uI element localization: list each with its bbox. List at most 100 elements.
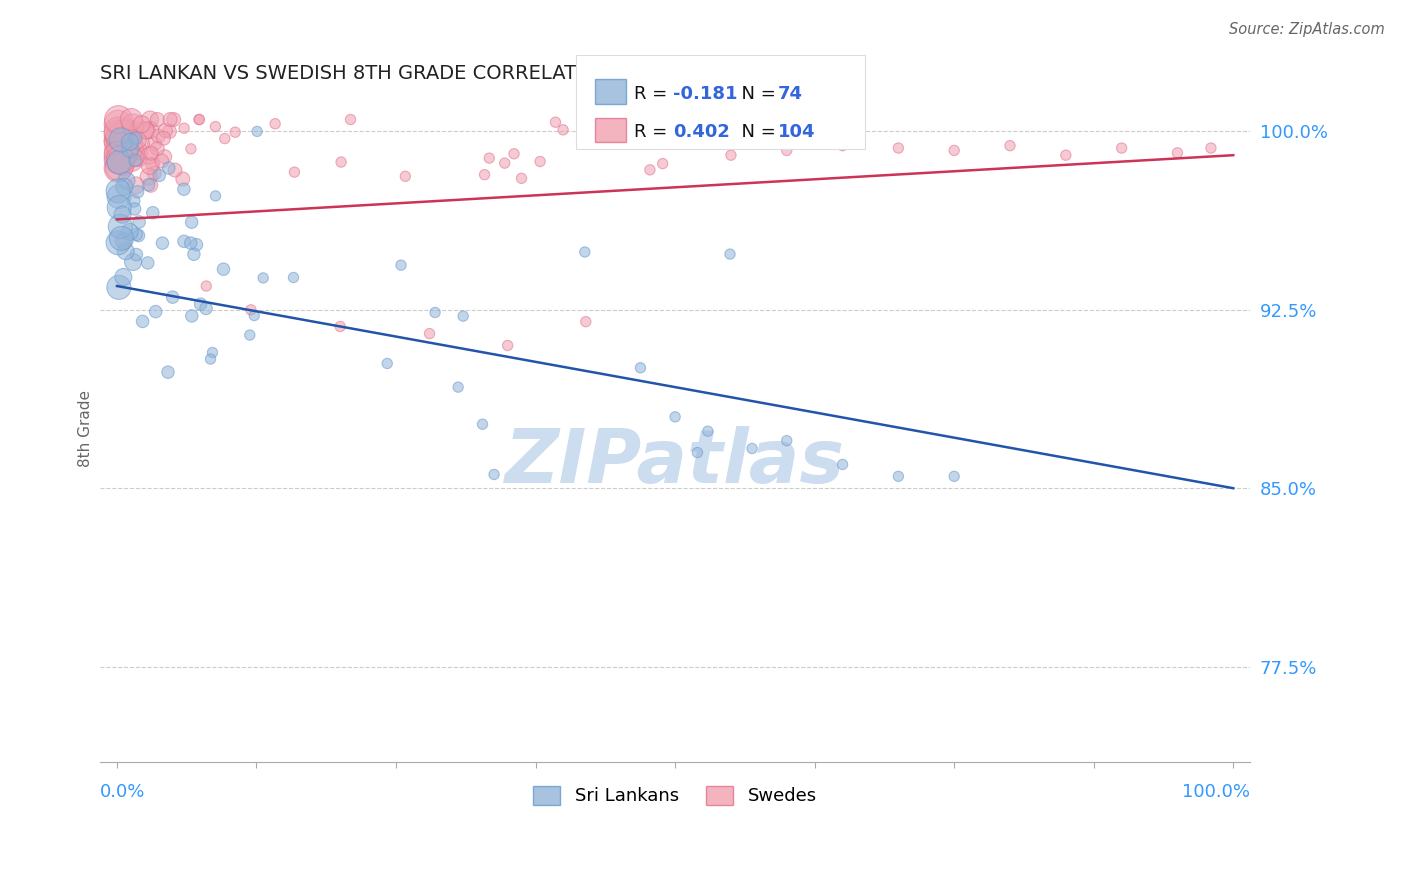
Point (503, 146, 526, 161)
Point (163, 163, 186, 178)
Point (496, 338, 519, 352)
Point (122, 118, 145, 132)
Point (696, 424, 718, 438)
Text: R =: R = (634, 85, 673, 103)
Point (129, 136, 152, 151)
Point (638, 162, 661, 177)
Point (423, 305, 446, 319)
Point (127, 185, 149, 199)
Point (163, 112, 186, 127)
Point (389, 258, 412, 272)
Point (115, 122, 138, 136)
Point (180, 235, 202, 250)
Point (110, 231, 132, 245)
Point (112, 130, 135, 145)
Point (153, 150, 176, 164)
Point (447, 380, 470, 394)
Point (152, 236, 174, 251)
Text: ZIPatlas: ZIPatlas (505, 425, 845, 499)
Point (108, 280, 131, 294)
Point (112, 179, 135, 194)
Point (188, 112, 211, 127)
Point (471, 417, 494, 432)
Point (122, 136, 145, 151)
Point (120, 142, 142, 156)
Point (156, 365, 179, 379)
Point (190, 297, 212, 311)
Point (108, 129, 131, 144)
Point (146, 142, 169, 156)
Point (330, 155, 353, 169)
Point (252, 271, 274, 285)
Point (375, 356, 398, 370)
Point (122, 255, 145, 269)
Point (143, 136, 166, 151)
Point (114, 122, 136, 136)
Point (115, 146, 138, 161)
Point (686, 445, 709, 459)
Point (544, 115, 567, 129)
Point (107, 145, 129, 159)
Point (110, 133, 132, 147)
Point (145, 304, 167, 318)
Point (108, 155, 131, 169)
Point (157, 161, 180, 175)
Point (107, 112, 129, 127)
Point (122, 194, 145, 208)
Point (107, 184, 129, 198)
Point (579, 121, 602, 136)
Point (128, 228, 150, 243)
Point (108, 201, 131, 215)
Point (246, 124, 269, 138)
Point (212, 262, 235, 277)
Text: N =: N = (730, 85, 782, 103)
Point (127, 133, 149, 147)
Point (943, 469, 966, 483)
Point (124, 153, 146, 168)
Point (118, 127, 141, 141)
Point (575, 315, 598, 329)
Point (482, 467, 505, 482)
Point (120, 112, 142, 127)
Point (664, 409, 686, 424)
Point (124, 151, 146, 165)
Point (134, 123, 156, 137)
Point (474, 168, 496, 182)
Point (143, 166, 166, 180)
Point (150, 154, 173, 169)
Point (200, 352, 222, 367)
Point (117, 146, 139, 161)
Point (128, 215, 150, 229)
Point (107, 135, 129, 149)
Point (108, 189, 131, 203)
Point (204, 189, 226, 203)
Point (831, 138, 853, 153)
Point (239, 302, 262, 317)
Point (107, 153, 129, 167)
Point (111, 144, 134, 158)
Point (138, 178, 160, 192)
Point (131, 314, 153, 328)
Point (107, 148, 129, 162)
Point (112, 269, 135, 284)
Point (887, 141, 910, 155)
Point (108, 150, 131, 164)
Point (329, 319, 352, 334)
Point (998, 138, 1021, 153)
Point (1199, 141, 1222, 155)
Point (139, 159, 162, 173)
Point (494, 156, 516, 170)
Point (142, 205, 165, 219)
Point (118, 135, 141, 149)
Point (643, 120, 665, 134)
Point (152, 131, 174, 145)
Point (138, 148, 160, 162)
Point (131, 117, 153, 131)
Point (180, 309, 202, 323)
Point (124, 142, 146, 156)
Point (195, 301, 218, 316)
Point (478, 151, 501, 165)
Point (110, 153, 132, 167)
Point (142, 157, 165, 171)
Point (114, 244, 136, 259)
